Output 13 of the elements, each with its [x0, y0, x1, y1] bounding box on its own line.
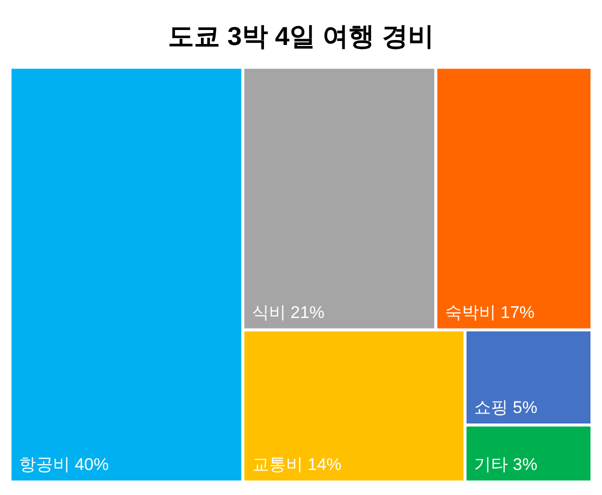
data-label: 3%: [512, 455, 538, 474]
category-label: 항공비: [19, 455, 70, 474]
category-label: 기타: [474, 455, 508, 474]
data-label: 40%: [74, 455, 109, 474]
category-label: 교통비: [252, 455, 303, 474]
text: 도쿄 3박 4일 여행 경비: [168, 20, 434, 51]
category-label: 식비: [252, 302, 286, 322]
category-label: 쇼핑: [474, 398, 508, 417]
category-label: 숙박비: [444, 302, 496, 322]
data-label: 21%: [290, 302, 325, 322]
data-label: 5%: [512, 398, 538, 417]
data-label: 14%: [308, 455, 342, 474]
data-label: 17%: [500, 302, 535, 322]
